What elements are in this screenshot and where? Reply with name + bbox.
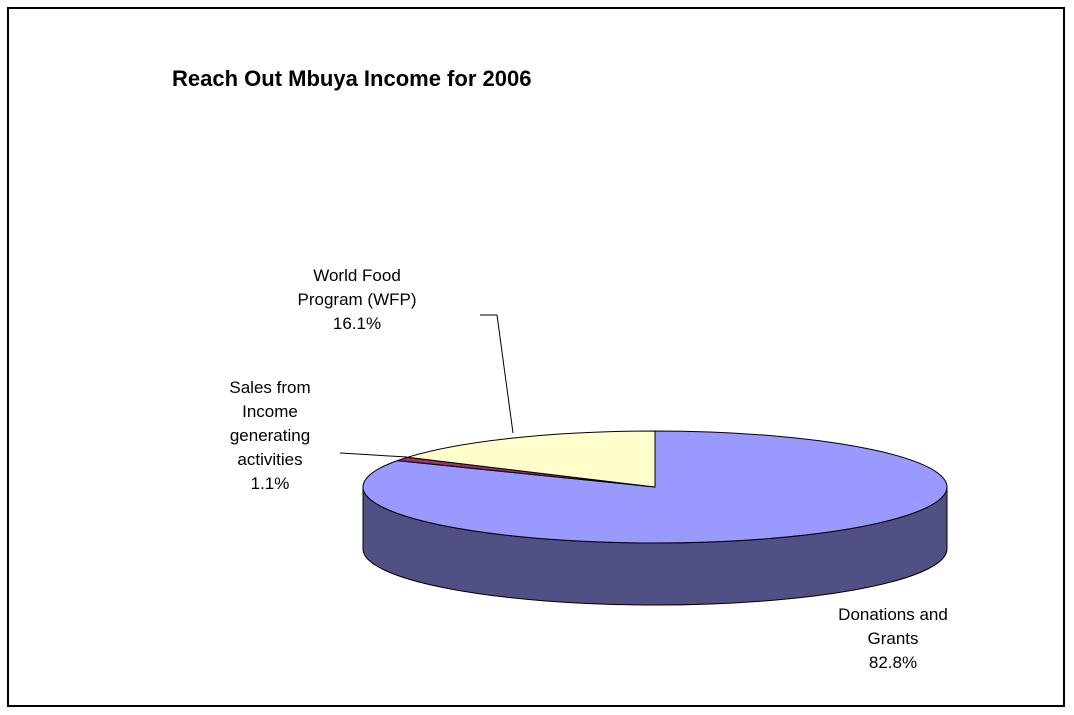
slice-name: World Food Program (WFP) (297, 266, 417, 309)
slice-value-label: 16.1% (332, 314, 382, 333)
chart-frame (7, 7, 1065, 707)
pie-slice (407, 430, 656, 488)
chart-title: Reach Out Mbuya Income for 2006 (172, 66, 531, 91)
slice-label: Sales from Income generating activities 1… (220, 376, 320, 496)
slice-name: Donations and Grants (838, 605, 948, 648)
slice-name: Sales from Income generating activities (229, 378, 311, 469)
slice-value-label: 82.8% (868, 653, 918, 672)
slice-label: Donations and Grants 82.8% (833, 603, 953, 675)
leader-line (480, 314, 514, 434)
pie-slice (362, 430, 948, 544)
leader-line (339, 452, 408, 458)
slice-label: World Food Program (WFP) 16.1% (297, 264, 417, 336)
slice-value-label: 1.1% (250, 474, 290, 493)
